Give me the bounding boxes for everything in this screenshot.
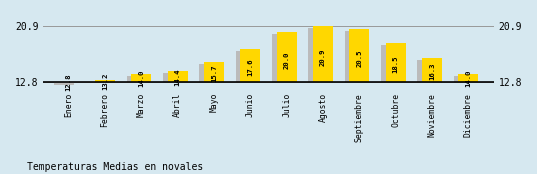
Bar bbox=[422, 58, 442, 82]
Text: 20.0: 20.0 bbox=[284, 51, 289, 69]
Bar bbox=[272, 34, 292, 82]
Text: 12.8: 12.8 bbox=[66, 74, 72, 91]
Bar bbox=[381, 45, 401, 82]
Bar bbox=[204, 62, 224, 82]
Bar bbox=[95, 80, 115, 82]
Bar bbox=[458, 74, 478, 82]
Bar bbox=[349, 29, 369, 82]
Text: 20.9: 20.9 bbox=[320, 48, 326, 66]
Bar bbox=[417, 60, 437, 82]
Text: 15.7: 15.7 bbox=[211, 65, 217, 82]
Text: 17.6: 17.6 bbox=[248, 59, 253, 76]
Text: 14.0: 14.0 bbox=[465, 70, 471, 87]
Text: 20.5: 20.5 bbox=[356, 50, 362, 67]
Bar bbox=[308, 28, 328, 82]
Bar bbox=[241, 49, 260, 82]
Bar bbox=[163, 73, 183, 82]
Text: 14.4: 14.4 bbox=[175, 69, 181, 86]
Text: 14.0: 14.0 bbox=[139, 70, 144, 87]
Bar bbox=[454, 76, 474, 82]
Text: 13.2: 13.2 bbox=[102, 72, 108, 90]
Bar bbox=[345, 31, 365, 82]
Bar bbox=[386, 43, 405, 82]
Bar bbox=[127, 76, 147, 82]
Bar bbox=[313, 26, 333, 82]
Bar bbox=[54, 82, 74, 85]
Text: 18.5: 18.5 bbox=[393, 56, 398, 73]
Text: Temperaturas Medias en novales: Temperaturas Medias en novales bbox=[27, 162, 203, 172]
Bar bbox=[236, 51, 256, 82]
Bar bbox=[168, 71, 188, 82]
Bar bbox=[277, 32, 296, 82]
Bar bbox=[199, 64, 219, 82]
Text: 16.3: 16.3 bbox=[429, 63, 435, 80]
Bar bbox=[132, 74, 151, 82]
